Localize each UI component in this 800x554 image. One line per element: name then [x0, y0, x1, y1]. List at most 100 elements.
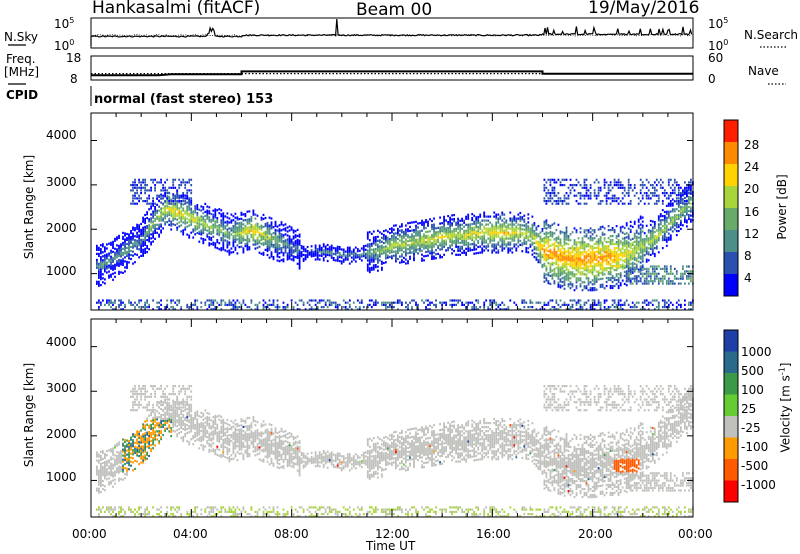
power-cell: [523, 238, 526, 241]
power-cell: [551, 277, 554, 280]
power-cell: [166, 195, 169, 198]
power-cell: [617, 235, 620, 238]
power-cell: [276, 255, 279, 258]
power-cell: [597, 299, 600, 302]
power-cell: [475, 220, 478, 223]
power-cell: [150, 237, 152, 240]
power-cell: [663, 234, 666, 237]
power-cell: [665, 240, 668, 243]
power-cell: [686, 193, 688, 196]
power-cell: [591, 253, 594, 256]
power-cell: [675, 218, 678, 221]
power-cell: [563, 235, 566, 238]
power-cell: [605, 269, 608, 272]
power-cell: [495, 215, 498, 218]
power-cell: [379, 259, 381, 262]
power-cell: [593, 251, 596, 254]
power-cell: [278, 234, 281, 237]
power-cell: [336, 306, 339, 309]
power-cell: [567, 259, 570, 262]
power-cell: [509, 241, 512, 244]
power-cell: [222, 226, 225, 229]
power-cell: [497, 235, 500, 238]
power-cell: [513, 301, 516, 304]
power-cell: [615, 265, 618, 268]
power-cell: [435, 243, 437, 246]
power-cell: [521, 299, 524, 302]
power-cell: [180, 200, 183, 203]
power-cell: [597, 250, 600, 253]
power-cell: [569, 247, 572, 250]
power-cell: [296, 250, 299, 253]
power-cell: [372, 236, 375, 239]
power-cell: [561, 273, 564, 276]
power-cell: [649, 265, 652, 268]
power-cell: [523, 218, 526, 221]
power-cell: [535, 256, 538, 259]
power-cell: [425, 250, 427, 254]
power-cell: [561, 200, 564, 203]
power-cell: [226, 246, 229, 249]
power-cell: [613, 253, 616, 256]
power-cell: [593, 275, 596, 278]
power-cell: [569, 308, 572, 311]
power-cell: [248, 210, 251, 213]
power-cell: [128, 241, 130, 244]
power-cell: [609, 202, 612, 205]
power-cell: [603, 267, 606, 270]
power-cell: [190, 209, 193, 212]
power-cell: [433, 227, 435, 230]
power-cell: [563, 233, 566, 236]
power-cell: [465, 253, 467, 256]
power-cell: [609, 269, 612, 272]
power-cell: [134, 181, 136, 184]
power-cell: [673, 282, 676, 285]
power-cell: [637, 246, 640, 249]
power-cell: [641, 272, 644, 275]
power-cell: [184, 218, 187, 221]
power-cell: [591, 233, 594, 236]
power-cell: [647, 303, 650, 306]
power-cell: [118, 248, 120, 251]
power-cell: [210, 299, 213, 302]
power-cell: [200, 306, 203, 309]
power-cell: [533, 252, 536, 255]
power-cell: [196, 221, 199, 225]
power-cell: [443, 243, 445, 246]
power-cell: [204, 301, 207, 304]
power-cell: [639, 267, 642, 270]
power-cell: [575, 263, 578, 266]
power-cell: [625, 299, 628, 302]
power-cell: [553, 246, 556, 249]
power-cell: [497, 221, 500, 224]
power-cell: [366, 245, 369, 248]
power-cell: [469, 237, 472, 240]
power-cell: [140, 232, 142, 235]
power-cell: [290, 240, 293, 243]
power-cell: [366, 255, 369, 258]
power-cell: [302, 245, 305, 248]
power-cell: [637, 254, 640, 257]
power-cell: [517, 217, 520, 220]
power-cell: [493, 249, 496, 252]
power-cell: [296, 238, 299, 241]
power-cell: [633, 280, 636, 283]
power-cell: [322, 259, 325, 262]
power-cell: [405, 232, 407, 235]
power-cell: [216, 219, 219, 222]
power-cell: [661, 282, 664, 285]
power-cell: [653, 280, 656, 283]
xtick-6: 00:00: [678, 527, 713, 541]
power-cell: [561, 269, 564, 272]
power-cell: [381, 301, 383, 304]
power-cell: [665, 197, 668, 200]
power-cell: [535, 308, 538, 311]
power-cell: [198, 226, 201, 229]
power-cell: [587, 237, 590, 240]
power-cell: [260, 228, 263, 231]
power-cell: [138, 181, 140, 184]
power-cell: [557, 285, 560, 288]
power-cell: [130, 239, 132, 243]
power-cell: [334, 249, 337, 252]
power-cell: [565, 250, 568, 253]
